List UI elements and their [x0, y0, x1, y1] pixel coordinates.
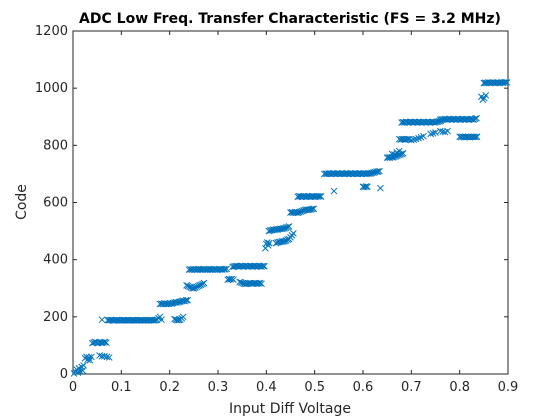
x-tick-label: 0 — [69, 380, 77, 395]
data-point — [230, 276, 237, 284]
data-point — [502, 78, 509, 86]
data-point — [152, 316, 160, 324]
x-axis-label: Input Diff Voltage — [229, 401, 351, 417]
y-tick-label: 1200 — [35, 24, 68, 39]
x-tick-label: 0.6 — [353, 380, 374, 395]
data-point — [264, 242, 272, 249]
data-point — [482, 91, 490, 99]
data-point — [102, 339, 110, 346]
data-point — [472, 133, 479, 141]
data-point — [98, 316, 106, 324]
data-point — [444, 127, 451, 135]
x-tick-label: 0.4 — [256, 380, 277, 395]
data-point — [412, 135, 420, 143]
x-tick-label: 0.7 — [401, 380, 422, 395]
data-point — [415, 134, 422, 142]
x-tick-label: 0.1 — [111, 380, 132, 395]
data-point — [362, 183, 370, 190]
data-point — [105, 354, 113, 361]
data-point — [308, 205, 316, 213]
data-point — [179, 313, 187, 321]
data-point — [223, 265, 231, 273]
data-point — [500, 79, 508, 86]
data-point — [259, 262, 267, 270]
data-point — [103, 353, 111, 361]
x-axis: 0 0.1 0.2 0.3 0.4 0.5 0.6 0.7 0.8 0.9 — [69, 31, 518, 395]
data-point — [317, 193, 325, 200]
data-point — [420, 132, 427, 140]
data-point — [410, 136, 418, 143]
x-tick-label: 0.2 — [159, 380, 180, 395]
data-point — [330, 187, 338, 195]
data-point — [255, 280, 262, 287]
data-point — [471, 115, 479, 123]
x-tick-label: 0.5 — [304, 380, 325, 395]
data-point — [361, 183, 368, 191]
data-point — [221, 266, 229, 273]
data-point — [158, 316, 165, 324]
data-point — [76, 367, 84, 375]
x-tick-label: 0.3 — [208, 380, 229, 395]
y-tick-label: 1000 — [35, 81, 68, 96]
data-point — [316, 192, 323, 200]
y-axis-label: Code — [14, 184, 30, 220]
data-point — [101, 338, 109, 346]
data-point — [310, 205, 318, 213]
data-point — [395, 147, 403, 155]
data-point — [265, 239, 273, 247]
data-point — [473, 114, 480, 122]
y-tick-label: 400 — [43, 253, 68, 268]
data-point — [473, 133, 481, 141]
data-point — [388, 150, 396, 158]
data-point — [377, 184, 384, 192]
data-point — [220, 265, 228, 273]
data-point — [374, 168, 382, 175]
data-point — [503, 79, 511, 86]
data-point — [285, 223, 293, 230]
y-tick-label: 0 — [60, 367, 68, 382]
data-point — [429, 129, 437, 137]
data-series — [70, 78, 511, 377]
data-point — [376, 167, 383, 175]
data-point — [88, 353, 95, 361]
y-tick-label: 800 — [43, 138, 68, 153]
y-axis: 0 200 400 600 800 1000 1200 — [35, 24, 508, 382]
data-point — [284, 223, 291, 231]
x-tick-label: 0.9 — [498, 380, 519, 395]
data-point — [258, 263, 265, 270]
data-point — [184, 296, 191, 304]
y-tick-label: 600 — [43, 196, 68, 211]
data-point — [427, 130, 435, 138]
data-point — [80, 362, 87, 369]
data-point — [470, 133, 478, 141]
data-point — [182, 296, 190, 304]
data-point — [261, 262, 268, 270]
data-point — [227, 276, 234, 283]
chart-title: ADC Low Freq. Transfer Characteristic (F… — [79, 11, 501, 27]
data-point — [86, 356, 94, 364]
data-point — [256, 279, 264, 287]
data-point — [290, 230, 297, 237]
x-tick-label: 0.8 — [449, 380, 470, 395]
data-point — [79, 367, 87, 374]
data-point — [399, 149, 407, 157]
data-point — [314, 193, 322, 200]
data-point — [258, 280, 265, 288]
data-point — [363, 183, 371, 191]
data-point — [432, 129, 439, 136]
y-tick-label: 200 — [43, 310, 68, 325]
data-point — [200, 279, 208, 287]
data-point — [100, 339, 107, 346]
